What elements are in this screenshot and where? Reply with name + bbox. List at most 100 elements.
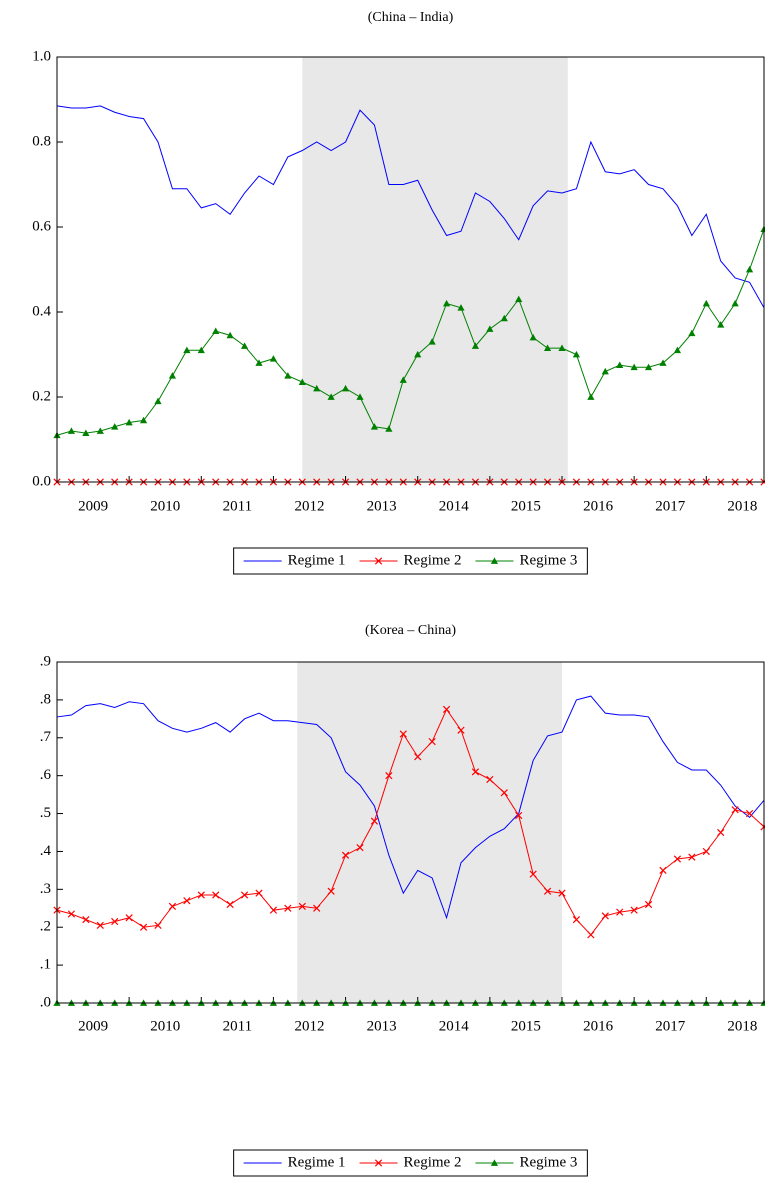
y-tick-label: .7 (40, 729, 52, 745)
marker-triangle (731, 299, 739, 307)
marker-x (717, 828, 725, 837)
x-tick-label: 2009 (78, 1018, 108, 1034)
marker-x (572, 916, 581, 924)
marker-x (168, 902, 177, 911)
y-tick-label: 0.4 (32, 303, 51, 319)
marker-triangle (168, 372, 177, 379)
marker-triangle (183, 346, 191, 354)
chart-title: (China – India) (368, 10, 454, 25)
x-tick-label: 2012 (295, 498, 325, 514)
x-tick-label: 2011 (223, 1018, 252, 1034)
y-tick-label: 0.0 (32, 473, 51, 489)
marker-triangle (745, 265, 754, 273)
marker-x (298, 902, 306, 911)
x-tick-label: 2015 (511, 1018, 541, 1034)
marker-x (659, 866, 667, 875)
x-tick-label: 2012 (295, 1018, 325, 1034)
x-tick-label: 2017 (655, 498, 686, 514)
marker-x (529, 870, 537, 878)
marker-x (515, 811, 523, 820)
marker-x (543, 887, 552, 895)
shaded-period (297, 662, 562, 1003)
marker-x (630, 906, 638, 914)
marker-x (139, 923, 148, 931)
marker-x (269, 906, 278, 914)
series (56, 105, 765, 308)
series-line (56, 105, 765, 308)
marker-triangle (457, 304, 465, 311)
marker-x (374, 557, 383, 565)
x-tick-label: 2018 (727, 1018, 757, 1034)
y-tick-label: .6 (40, 767, 52, 783)
marker-triangle (543, 344, 552, 352)
marker-triangle (490, 1159, 499, 1166)
marker-triangle (226, 331, 234, 339)
shaded-period (302, 57, 568, 482)
marker-x (67, 910, 76, 918)
marker-triangle (125, 418, 133, 426)
marker-x (82, 916, 90, 924)
y-tick-label: .5 (40, 805, 51, 821)
marker-x (644, 900, 653, 909)
x-tick-label: 2015 (511, 498, 541, 514)
y-tick-label: .1 (40, 957, 51, 973)
series-line (56, 708, 765, 936)
marker-triangle (96, 427, 104, 434)
x-tick-label: 2014 (439, 498, 470, 514)
marker-x (457, 726, 465, 734)
marker-triangle (587, 393, 595, 400)
series (53, 705, 765, 939)
series (56, 695, 765, 920)
legend-box (233, 1149, 588, 1177)
marker-x (154, 921, 162, 929)
marker-x (500, 789, 508, 797)
marker-x (688, 853, 696, 861)
marker-triangle (284, 372, 292, 379)
marker-triangle (341, 384, 350, 392)
y-tick-label: .4 (40, 843, 52, 859)
y-tick-label: .8 (40, 691, 51, 707)
marker-triangle (717, 321, 725, 328)
y-tick-label: .0 (40, 994, 51, 1010)
legend-label: Regime 3 (519, 1154, 577, 1170)
marker-triangle (486, 325, 494, 332)
legend-box (233, 547, 588, 575)
legend-label: Regime 2 (404, 552, 462, 568)
marker-triangle (67, 427, 76, 434)
legend-label: Regime 3 (519, 552, 577, 568)
legend-label: Regime 1 (288, 1154, 346, 1170)
x-tick-label: 2016 (583, 498, 614, 514)
marker-triangle (490, 557, 499, 564)
marker-triangle (385, 425, 393, 432)
marker-x (587, 931, 595, 939)
marker-triangle (298, 378, 306, 386)
marker-x (601, 912, 609, 920)
marker-x (745, 809, 754, 818)
marker-x (327, 887, 335, 895)
marker-x (370, 817, 379, 825)
plot-frame (56, 56, 765, 483)
x-tick-label: 2011 (223, 498, 252, 514)
marker-x (616, 908, 624, 916)
marker-x (558, 889, 566, 897)
marker-x (111, 917, 119, 926)
y-tick-label: 0.6 (32, 218, 51, 234)
y-tick-label: 0.2 (32, 388, 51, 404)
marker-triangle (630, 363, 638, 371)
marker-triangle (529, 333, 537, 341)
x-tick-label: 2017 (655, 1018, 686, 1034)
marker-triangle (212, 327, 220, 335)
plot-frame (56, 661, 765, 1004)
marker-x (212, 891, 220, 899)
marker-x (702, 847, 710, 856)
marker-triangle (154, 397, 162, 405)
legend: Regime 1 Regime 2 Regime 3 (233, 1149, 588, 1177)
marker-triangle (659, 359, 667, 366)
x-tick-label: 2016 (583, 1018, 614, 1034)
x-tick-label: 2014 (439, 1018, 470, 1034)
x-tick-label: 2009 (78, 498, 108, 514)
marker-triangle (399, 376, 407, 383)
marker-triangle (442, 299, 451, 307)
marker-triangle (370, 423, 379, 430)
